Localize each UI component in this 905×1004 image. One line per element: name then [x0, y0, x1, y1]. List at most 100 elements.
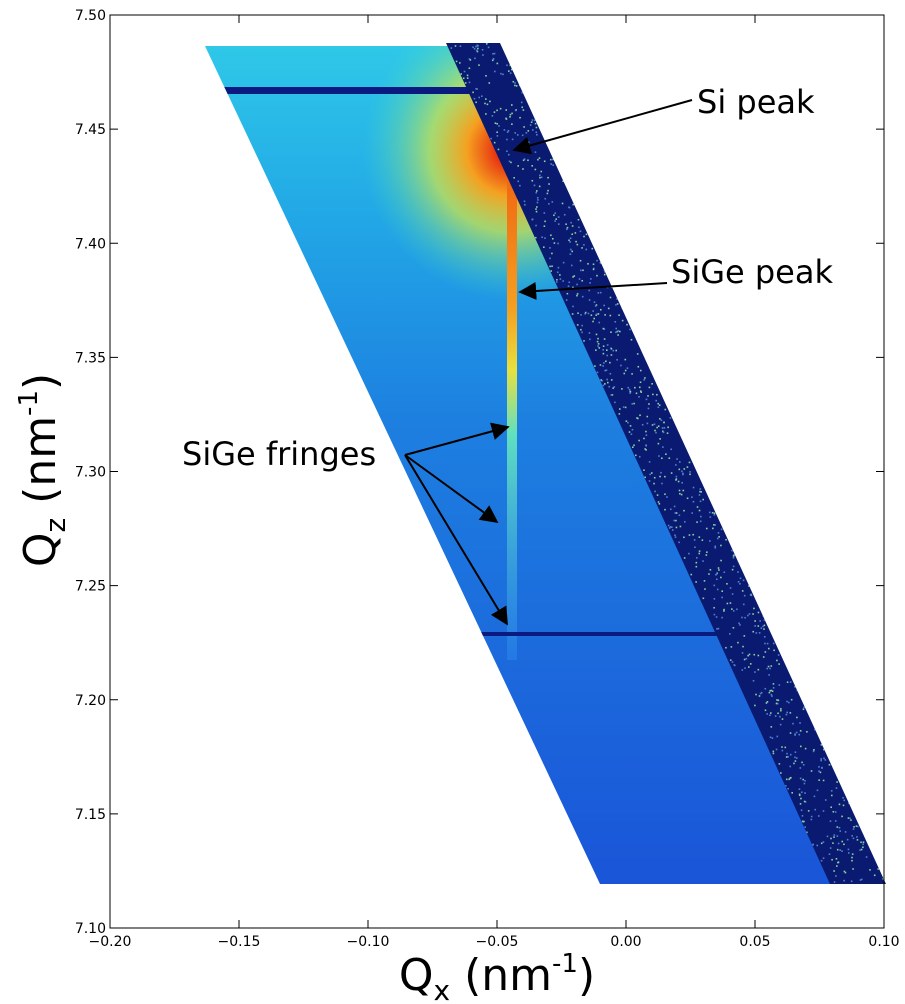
noise-speck	[855, 825, 858, 827]
noise-speck	[725, 646, 727, 649]
noise-speck	[575, 240, 577, 243]
noise-speck	[813, 795, 816, 798]
noise-speck	[576, 324, 579, 326]
noise-speck	[713, 598, 716, 600]
noise-speck	[713, 514, 716, 516]
noise-speck	[789, 732, 792, 734]
noise-speck	[523, 126, 525, 128]
noise-speck	[485, 43, 488, 45]
noise-speck	[828, 853, 831, 855]
noise-speck	[729, 633, 731, 635]
y-tick-label: 7.15	[75, 807, 106, 823]
noise-speck	[635, 454, 637, 457]
noise-speck	[820, 842, 823, 845]
noise-speck	[616, 303, 619, 305]
noise-speck	[720, 576, 722, 579]
noise-speck	[597, 343, 600, 345]
noise-speck	[583, 235, 585, 238]
noise-speck	[527, 159, 529, 162]
noise-speck	[638, 439, 640, 442]
noise-speck	[533, 184, 536, 187]
noise-speck	[739, 624, 741, 626]
noise-speck	[585, 248, 588, 251]
noise-speck	[599, 364, 602, 366]
noise-speck	[518, 84, 521, 87]
noise-speck	[523, 158, 526, 160]
noise-speck	[778, 763, 781, 765]
noise-speck	[646, 422, 649, 425]
noise-speck	[609, 314, 612, 317]
noise-speck	[579, 259, 582, 262]
noise-speck	[698, 509, 701, 512]
noise-speck	[689, 473, 691, 476]
noise-speck	[838, 803, 841, 806]
noise-speck	[665, 453, 667, 455]
noise-speck	[830, 790, 833, 792]
noise-speck	[747, 614, 749, 617]
noise-speck	[848, 802, 850, 805]
noise-speck	[833, 836, 835, 838]
noise-speck	[663, 397, 665, 400]
noise-speck	[628, 431, 631, 433]
noise-speck	[692, 500, 695, 503]
noise-speck	[587, 263, 589, 265]
noise-speck	[799, 722, 801, 724]
noise-speck	[521, 106, 524, 109]
noise-speck	[556, 278, 558, 281]
noise-speck	[610, 394, 613, 396]
noise-speck	[689, 471, 691, 473]
noise-speck	[678, 514, 681, 517]
noise-speck	[551, 252, 553, 255]
noise-speck	[624, 406, 627, 409]
noise-speck	[580, 314, 582, 316]
noise-speck	[658, 455, 660, 457]
noise-speck	[573, 275, 576, 277]
noise-speck	[748, 653, 751, 656]
noise-speck	[643, 469, 645, 471]
noise-speck	[705, 527, 708, 530]
noise-speck	[683, 521, 686, 523]
noise-speck	[860, 841, 862, 844]
noise-speck	[574, 232, 577, 234]
noise-speck	[566, 292, 569, 295]
noise-speck	[798, 794, 801, 797]
noise-speck	[800, 797, 802, 800]
noise-speck	[488, 82, 491, 84]
noise-speck	[723, 608, 725, 611]
noise-speck	[731, 593, 734, 595]
noise-speck	[764, 651, 767, 653]
noise-speck	[481, 95, 483, 98]
noise-speck	[856, 836, 858, 838]
noise-speck	[620, 364, 622, 367]
noise-speck	[823, 757, 825, 760]
noise-speck	[690, 573, 693, 576]
noise-speck	[675, 464, 677, 466]
noise-speck	[610, 354, 613, 356]
noise-speck	[789, 765, 792, 768]
noise-speck	[536, 133, 538, 136]
noise-speck	[801, 761, 803, 764]
noise-speck	[596, 259, 598, 262]
noise-speck	[790, 776, 792, 779]
noise-speck	[826, 835, 829, 838]
noise-speck	[509, 113, 512, 116]
noise-speck	[631, 428, 634, 431]
noise-speck	[777, 654, 780, 656]
noise-speck	[737, 571, 739, 573]
noise-speck	[683, 536, 685, 539]
noise-speck	[696, 506, 699, 508]
noise-speck	[820, 759, 822, 762]
noise-speck	[677, 480, 680, 483]
noise-speck	[771, 695, 773, 697]
noise-speck	[521, 91, 523, 94]
noise-speck	[833, 870, 835, 872]
noise-speck	[496, 131, 498, 134]
noise-speck	[781, 749, 784, 752]
noise-speck	[851, 853, 854, 855]
noise-speck	[709, 516, 712, 518]
noise-speck	[692, 533, 695, 536]
noise-speck	[577, 312, 579, 315]
noise-speck	[762, 656, 765, 658]
noise-speck	[543, 246, 545, 249]
noise-speck	[795, 757, 798, 759]
